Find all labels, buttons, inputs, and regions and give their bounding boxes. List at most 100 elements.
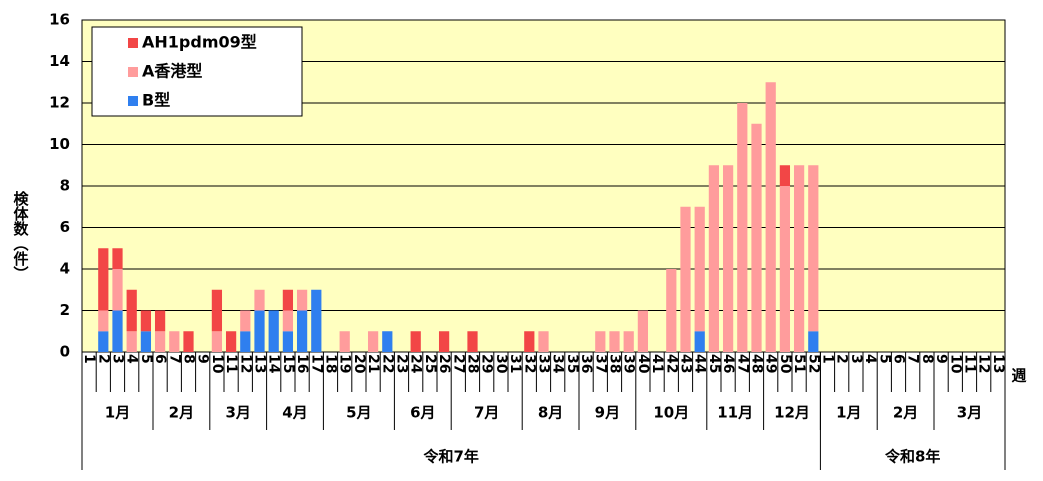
bar-segment	[112, 248, 123, 269]
bar-segment	[169, 331, 180, 352]
bar-segment	[183, 331, 194, 352]
x-tick-label: 8	[919, 354, 935, 364]
x-tick-label: 21	[365, 354, 381, 373]
x-tick-label: 3	[848, 354, 864, 364]
bar-segment	[282, 310, 294, 332]
bar-segment	[438, 331, 450, 352]
x-tick-label: 11	[223, 354, 239, 373]
month-label: 4月	[282, 404, 307, 422]
bar-segment	[240, 310, 251, 332]
y-tick-label: 16	[49, 11, 70, 29]
x-tick-label: 37	[592, 354, 608, 373]
x-unit-label: 週	[1011, 367, 1026, 385]
bar-segment	[467, 331, 478, 352]
bar-segment	[538, 331, 549, 352]
x-tick-label: 24	[408, 354, 424, 374]
month-label: 11月	[717, 404, 753, 422]
x-tick-label: 25	[422, 354, 438, 373]
x-tick-label: 36	[578, 354, 594, 373]
bar-segment	[282, 289, 294, 311]
y-tick-label: 4	[60, 260, 70, 278]
x-tick-label: 43	[678, 354, 694, 373]
bar-segment	[779, 165, 791, 186]
month-label: 3月	[225, 404, 250, 422]
legend-swatch	[128, 96, 138, 106]
x-tick-label: 7	[166, 354, 182, 364]
bar-segment	[296, 310, 308, 352]
bar-segment	[211, 289, 223, 332]
x-tick-label: 12	[237, 354, 253, 373]
y-tick-label: 0	[60, 343, 70, 361]
bar-segment	[268, 310, 279, 352]
x-tick-label: 33	[536, 354, 552, 373]
x-tick-label: 10	[947, 354, 963, 374]
bar-segment	[296, 289, 308, 311]
month-label: 3月	[957, 404, 982, 422]
bar-segment	[225, 331, 237, 352]
bar-segment	[98, 310, 109, 332]
x-tick-label: 1	[820, 354, 836, 364]
bar-segment	[240, 331, 251, 352]
month-label: 7月	[474, 404, 499, 422]
x-tick-label: 2	[834, 354, 850, 364]
x-tick-label: 4	[862, 354, 878, 364]
bar-segment	[793, 165, 805, 352]
bar-segment	[367, 331, 379, 352]
x-tick-label: 22	[379, 354, 395, 373]
x-tick-label: 5	[876, 354, 892, 364]
month-label: 12月	[774, 404, 810, 422]
bar-segment	[708, 165, 720, 352]
x-tick-label: 39	[621, 354, 637, 373]
x-tick-label: 29	[479, 354, 495, 373]
bar-segment	[339, 331, 350, 352]
bar-segment	[737, 103, 748, 352]
bar-segment	[112, 310, 123, 352]
x-tick-label: 32	[521, 354, 537, 373]
x-tick-label: 14	[266, 354, 282, 374]
bar-segment	[637, 310, 649, 352]
month-label: 5月	[346, 404, 371, 422]
year-label: 令和7年	[423, 448, 478, 466]
x-tick-label: 13	[252, 354, 268, 373]
bar-segment	[98, 331, 109, 352]
month-label: 2月	[169, 404, 194, 422]
x-tick-label: 4	[124, 354, 140, 364]
bar-segment	[666, 269, 677, 352]
x-tick-label: 50	[777, 354, 793, 374]
x-tick-label: 9	[195, 354, 211, 364]
bar-segment	[311, 289, 322, 352]
bar-segment	[112, 269, 123, 311]
x-tick-label: 20	[351, 354, 367, 374]
y-tick-label: 12	[49, 94, 70, 112]
bar-segment	[98, 248, 109, 311]
bar-segment	[410, 331, 421, 352]
y-tick-label: 2	[60, 301, 70, 319]
bar-segment	[751, 123, 762, 352]
x-tick-label: 30	[493, 354, 509, 374]
month-label: 10月	[653, 404, 689, 422]
month-label: 9月	[595, 404, 620, 422]
bar-segment	[808, 165, 819, 332]
bar-segment	[154, 310, 166, 332]
bar-segment	[722, 165, 734, 352]
x-tick-label: 40	[635, 354, 651, 374]
y-tick-label: 14	[49, 52, 70, 70]
bar-segment	[140, 331, 152, 352]
x-tick-label: 17	[308, 354, 324, 373]
x-tick-label: 47	[734, 354, 750, 373]
bar-segment	[282, 331, 294, 352]
x-tick-label: 8	[181, 354, 197, 364]
legend-swatch	[128, 38, 138, 48]
x-tick-label: 28	[465, 354, 481, 373]
x-tick-label: 51	[791, 354, 807, 373]
bar-segment	[126, 289, 137, 332]
x-tick-label: 19	[337, 354, 353, 373]
bar-segment	[694, 331, 705, 352]
x-tick-label: 12	[976, 354, 992, 373]
y-tick-label: 10	[49, 135, 70, 153]
x-tick-label: 2	[95, 354, 111, 364]
x-tick-label: 3	[110, 354, 126, 364]
bar-segment	[765, 82, 776, 352]
bar-segment	[680, 206, 691, 352]
x-tick-label: 46	[720, 354, 736, 373]
